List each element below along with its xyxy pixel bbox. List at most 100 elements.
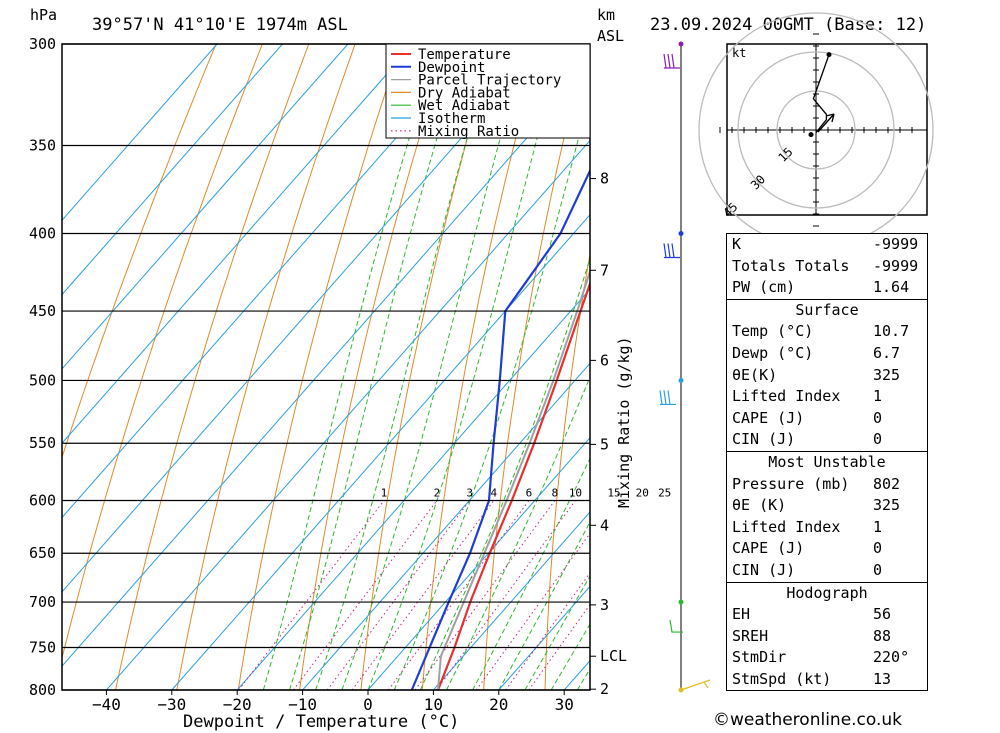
pressure-tick-label: 350 (29, 137, 56, 155)
isotherm (62, 65, 590, 667)
index-value: -9999 (873, 235, 919, 253)
index-row: Dewp (°C) 6.7 (727, 343, 927, 365)
wind-barb (680, 679, 711, 691)
index-key: SREH (732, 626, 769, 645)
wet-adiabat (498, 520, 590, 690)
pressure-tick-label: 550 (29, 434, 56, 452)
wind-barb (663, 243, 680, 259)
legend-entry: Parcel Trajectory (418, 73, 561, 89)
mixing-ratio-label: 6 (526, 487, 533, 500)
index-row: Lifted Index 1 (727, 386, 927, 408)
dry-adiabat (237, 44, 403, 690)
location-title: 39°57'N 41°10'E 1974m ASL (92, 15, 348, 35)
legend-entry: Mixing Ratio (418, 124, 519, 140)
storm-motion-arrow (817, 113, 835, 133)
km-tick-label: 7 (600, 261, 609, 279)
pressure-tick-label: 450 (29, 302, 56, 320)
isotherm (62, 44, 283, 296)
wet-adiabat (446, 375, 590, 690)
index-value: 0 (873, 430, 883, 449)
dry-adiabat (483, 44, 588, 690)
wet-adiabat (524, 574, 590, 690)
hpa-label: hPa (30, 6, 57, 24)
legend-entry: Dewpoint (418, 60, 485, 76)
wet-adiabat (367, 44, 563, 690)
mixing-ratio-label: 4 (490, 487, 497, 500)
dry-adiabat (360, 44, 495, 690)
isotherm (433, 511, 590, 690)
isotherm (106, 139, 590, 690)
index-row: θE (K) 325 (727, 495, 927, 517)
index-key: PW (cm) (732, 278, 796, 297)
index-key: StmSpd (kt) (732, 669, 832, 688)
wet-adiabat (472, 457, 590, 690)
index-row: StmSpd (kt) 13 (727, 669, 927, 691)
isotherm (302, 362, 590, 690)
pressure-tick-label: 650 (29, 544, 56, 562)
wind-barb-dot (678, 377, 684, 383)
mixing-ratio-label: 1 (381, 487, 388, 500)
index-key: CIN (J) (732, 430, 796, 449)
mixing-ratio-axis-label: Mixing Ratio (g/kg) (615, 336, 633, 508)
index-value: 6.7 (873, 343, 901, 362)
most-unstable-title: Most Unstable (768, 452, 886, 471)
temperature-tick-label: −20 (223, 695, 252, 714)
pressure-tick-label: 600 (29, 492, 56, 510)
temperature-tick-label: −30 (157, 695, 186, 714)
index-key: CAPE (J) (732, 408, 805, 427)
index-value: 10.7 (873, 322, 910, 341)
temperature-tick-label: −10 (288, 695, 317, 714)
index-key: Pressure (mb) (732, 474, 850, 493)
index-row: θE(K) 325 (727, 365, 927, 387)
legend-entry: Wet Adiabat (418, 98, 511, 114)
temperature-tick-label: 30 (555, 695, 574, 714)
mixing-ratio-label: 25 (658, 487, 671, 500)
index-value: 13 (873, 669, 892, 688)
wet-adiabat (289, 44, 466, 690)
wind-barb-column (659, 41, 711, 693)
isotherm (62, 44, 218, 222)
hodograph-trace (812, 54, 830, 134)
index-row: SREH 88 (727, 626, 927, 648)
index-row: EH 56 (727, 604, 927, 626)
index-key: Totals Totals (732, 256, 850, 275)
dry-adiabat (62, 44, 263, 660)
dry-adiabat (62, 44, 217, 459)
index-key: Lifted Index (732, 387, 841, 406)
index-value: 220° (873, 648, 910, 667)
dry-adiabat (544, 251, 590, 690)
index-key: Lifted Index (732, 517, 841, 536)
index-row: Totals Totals -9999 (727, 256, 927, 278)
wind-barb (669, 619, 683, 633)
index-row: CAPE (J) 0 (727, 538, 927, 560)
index-key: StmDir (732, 648, 787, 667)
indices-panel: K -9999 Totals Totals -9999 PW (cm) 1.64 Surf… (726, 233, 928, 692)
plot-area (62, 44, 590, 690)
wind-barb-dot (678, 230, 684, 236)
asl-label: ASL (597, 27, 624, 45)
index-row: PW (cm) 1.64 (727, 277, 927, 299)
index-value: 802 (873, 474, 901, 493)
index-value: 1.64 (873, 278, 910, 297)
index-value: 0 (873, 539, 883, 558)
legend-entry: Temperature (418, 47, 511, 63)
isotherm (62, 44, 545, 593)
index-row: Lifted Index 1 (727, 517, 927, 539)
index-key: Temp (°C) (732, 322, 814, 341)
index-key: CIN (J) (732, 560, 796, 579)
datetime-title: 23.09.2024 00GMT (Base: 12) (650, 15, 926, 35)
hodograph-indices: Hodograph EH 56 SREH 88 StmDir 220° StmSpd (kt… (726, 581, 928, 692)
dry-adiabat (115, 44, 310, 690)
index-value: 325 (873, 496, 901, 515)
isotherm (171, 214, 590, 690)
km-tick-label: LCL (600, 647, 627, 665)
pressure-tick-label: 500 (29, 371, 56, 389)
index-row: K -9999 (727, 234, 927, 256)
index-value: 325 (873, 365, 901, 384)
pressure-tick-label: 750 (29, 638, 56, 656)
mixing-ratio-label: 10 (569, 487, 582, 500)
pressure-tick-label: 800 (29, 681, 56, 699)
